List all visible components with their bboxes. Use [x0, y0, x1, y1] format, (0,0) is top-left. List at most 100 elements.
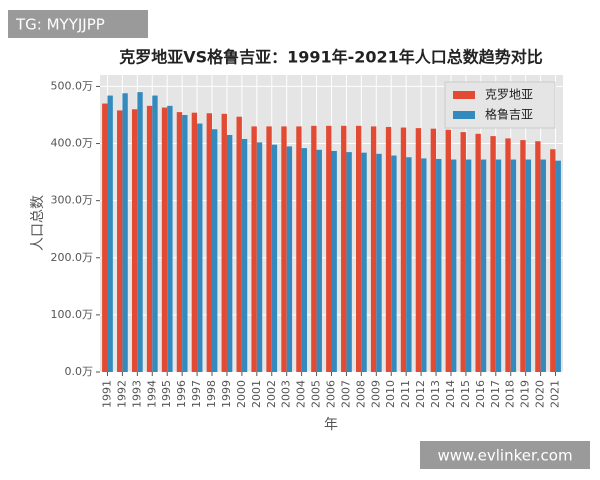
bar: [236, 116, 242, 372]
x-tick-label: 2016: [474, 380, 487, 408]
legend-swatch: [453, 111, 475, 119]
bar: [131, 109, 138, 373]
x-tick-label: 2009: [369, 380, 382, 408]
bar: [251, 126, 257, 373]
legend-box: [444, 81, 556, 129]
x-tick-label: 1997: [190, 380, 203, 408]
y-tick-label: 500.0万: [51, 79, 94, 92]
watermark: www.evlinker.com: [437, 447, 572, 465]
legend-label: 格鲁吉亚: [485, 107, 533, 122]
bar: [480, 159, 487, 372]
x-tick-label: 1991: [100, 380, 113, 408]
bar: [281, 126, 287, 373]
x-tick-label: 2020: [534, 380, 547, 408]
bar: [436, 158, 442, 372]
bar: [296, 126, 302, 373]
x-tick-label: 2018: [504, 380, 517, 408]
x-tick-label: 2010: [384, 380, 397, 408]
bar: [122, 93, 128, 373]
x-tick-label: 2014: [444, 380, 457, 408]
x-tick-label: 2013: [429, 380, 442, 408]
x-tick-label: 2008: [354, 380, 367, 408]
bar: [326, 125, 332, 372]
bar: [430, 128, 437, 372]
bar: [197, 123, 203, 372]
bar: [271, 144, 278, 372]
bar: [117, 110, 123, 373]
x-tick-label: 1994: [145, 380, 158, 408]
watermark-box: [8, 10, 148, 38]
bar: [355, 125, 362, 372]
bar: [301, 148, 308, 372]
y-tick-label: 0.0万: [65, 365, 94, 378]
chart-title: 克罗地亚VS格鲁吉亚：1991年-2021年人口总数趋势对比: [119, 48, 543, 67]
bar: [176, 112, 183, 372]
bar: [146, 105, 153, 372]
x-axis-label: 年: [324, 417, 338, 433]
x-tick-label: 1996: [175, 380, 188, 408]
x-tick-label: 2017: [489, 380, 502, 408]
bar: [221, 113, 227, 372]
bar: [376, 153, 382, 372]
bar: [490, 136, 496, 372]
bar: [182, 114, 188, 372]
bar: [535, 141, 541, 372]
bar: [505, 138, 511, 372]
bar: [161, 107, 168, 372]
bar: [550, 149, 556, 372]
x-tick-label: 2021: [549, 380, 562, 408]
x-tick-label: 2004: [295, 380, 308, 408]
bar: [361, 152, 367, 372]
bar: [206, 113, 213, 373]
x-tick-label: 2007: [339, 380, 352, 408]
watermark-box: [420, 441, 590, 469]
x-tick-label: 1993: [130, 380, 143, 408]
bar: [540, 159, 546, 372]
bar: [137, 92, 143, 372]
bar: [102, 103, 108, 373]
legend-label: 克罗地亚: [485, 88, 533, 102]
x-tick-label: 2003: [280, 380, 293, 408]
bar: [460, 132, 466, 372]
x-tick-label: 2019: [519, 380, 532, 408]
bar: [421, 158, 427, 372]
bar: [520, 140, 526, 372]
bar: [167, 105, 173, 372]
x-tick-label: 2000: [235, 380, 248, 408]
watermark: TG: MYYJJPP: [15, 16, 105, 34]
bar: [400, 127, 407, 373]
bar: [415, 128, 422, 372]
bar: [226, 134, 233, 372]
x-tick-label: 2005: [310, 380, 323, 408]
bar: [370, 126, 377, 373]
bar: [406, 157, 412, 372]
bar: [331, 150, 337, 372]
y-tick-label: 200.0万: [51, 251, 94, 264]
bar: [286, 146, 293, 372]
bar: [316, 149, 322, 372]
bar: [445, 129, 451, 372]
x-tick-label: 2012: [414, 380, 427, 408]
legend-swatch: [453, 91, 475, 99]
bar: [212, 129, 218, 372]
x-tick-label: 2011: [399, 380, 412, 408]
bar: [510, 159, 517, 372]
y-tick-label: 100.0万: [51, 308, 94, 321]
x-tick-label: 2001: [250, 380, 263, 408]
bar: [555, 160, 561, 372]
bar: [385, 126, 392, 372]
bar: [346, 152, 352, 372]
x-tick-label: 1999: [220, 380, 233, 408]
bar: [256, 142, 263, 372]
bar: [311, 125, 317, 372]
bar: [495, 159, 502, 372]
bar: [391, 155, 397, 372]
bar: [241, 138, 248, 372]
y-tick-label: 300.0万: [51, 194, 94, 207]
x-tick-label: 1998: [205, 380, 218, 408]
bar: [266, 126, 272, 373]
y-axis-label: 人口总数: [30, 195, 46, 251]
bar: [107, 95, 113, 373]
bar: [152, 95, 158, 373]
